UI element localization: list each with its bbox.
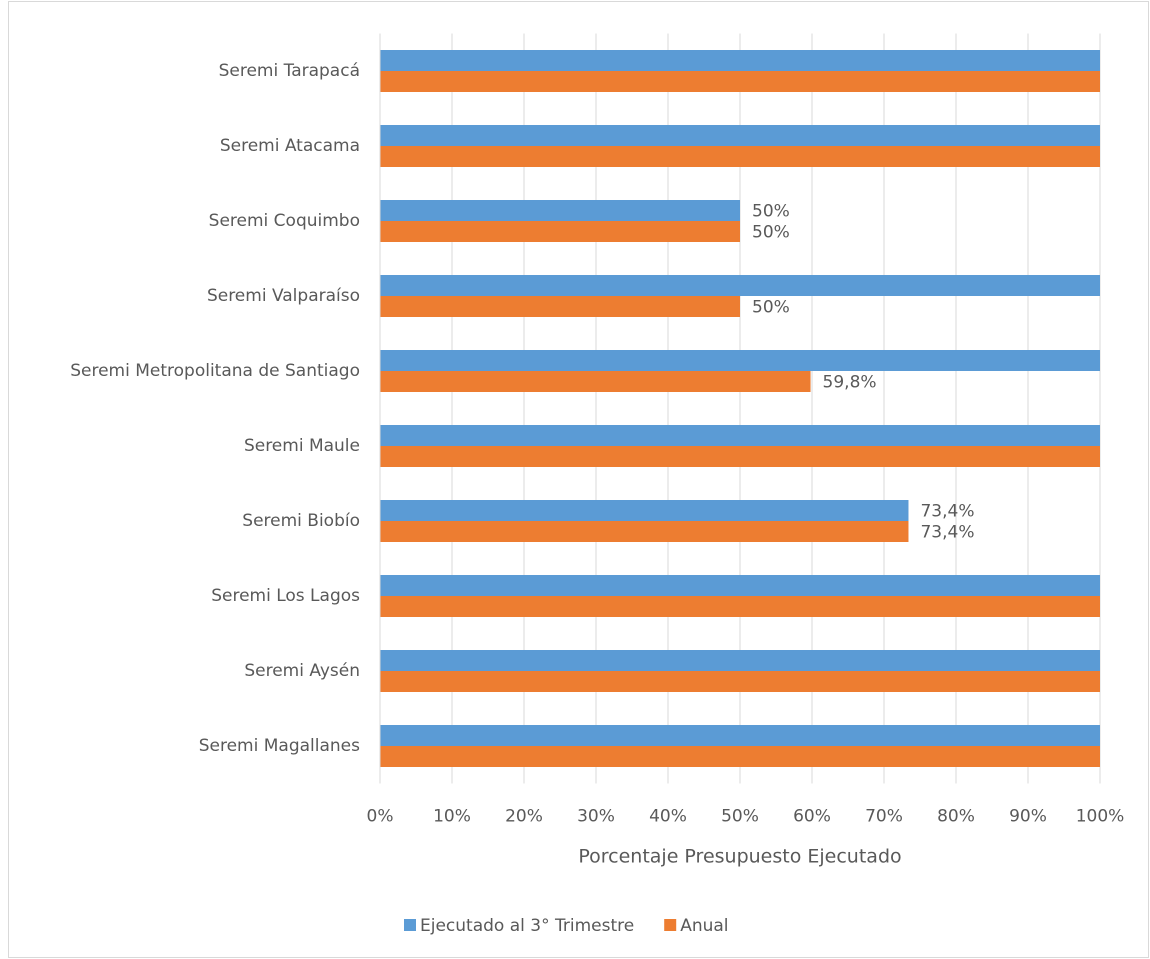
x-tick-label: 70% — [865, 807, 903, 827]
bar — [380, 446, 1100, 467]
y-tick-label: Seremi Metropolitana de Santiago — [70, 361, 360, 381]
bar — [380, 500, 909, 521]
bar — [380, 200, 740, 221]
legend-label: Anual — [680, 916, 728, 936]
x-tick-label: 20% — [505, 807, 543, 827]
data-label: 73,4% — [920, 523, 974, 543]
y-tick-label: Seremi Maule — [244, 436, 360, 456]
y-tick-label: Seremi Atacama — [220, 136, 360, 156]
x-tick-label: 60% — [793, 807, 831, 827]
bar — [380, 671, 1100, 692]
data-label: 73,4% — [920, 502, 974, 522]
bar — [380, 596, 1100, 617]
bar — [380, 575, 1100, 596]
bar — [380, 650, 1100, 671]
bar — [380, 425, 1100, 446]
legend-label: Ejecutado al 3° Trimestre — [420, 916, 634, 936]
legend-swatch — [664, 919, 677, 931]
bar — [380, 221, 740, 242]
legend-swatch — [404, 919, 416, 931]
bar — [380, 125, 1100, 146]
x-tick-label: 80% — [937, 807, 975, 827]
bar — [380, 521, 909, 542]
x-tick-label: 40% — [649, 807, 687, 827]
y-tick-label: Seremi Valparaíso — [207, 286, 360, 306]
x-tick-label: 90% — [1009, 807, 1047, 827]
bar — [380, 725, 1100, 746]
x-axis-title: Porcentaje Presupuesto Ejecutado — [578, 846, 901, 868]
y-tick-label: Seremi Aysén — [244, 661, 360, 681]
x-tick-label: 30% — [577, 807, 615, 827]
bar — [380, 296, 740, 317]
bar — [380, 275, 1100, 296]
data-label: 50% — [752, 298, 790, 318]
bar — [380, 146, 1100, 167]
data-label: 50% — [752, 223, 790, 243]
bar — [380, 350, 1100, 371]
y-tick-label: Seremi Coquimbo — [209, 211, 360, 231]
y-tick-label: Seremi Biobío — [242, 511, 360, 531]
data-label: 59,8% — [823, 373, 877, 393]
x-tick-label: 100% — [1076, 807, 1125, 827]
x-tick-label: 50% — [721, 807, 759, 827]
y-tick-label: Seremi Magallanes — [199, 736, 360, 756]
x-tick-label: 0% — [367, 807, 394, 827]
y-tick-label: Seremi Los Lagos — [211, 586, 360, 606]
bar — [380, 71, 1100, 92]
bar — [380, 50, 1100, 71]
x-tick-label: 10% — [433, 807, 471, 827]
data-label: 50% — [752, 202, 790, 222]
bar — [380, 371, 811, 392]
bar — [380, 746, 1100, 767]
y-tick-label: Seremi Tarapacá — [219, 61, 360, 81]
